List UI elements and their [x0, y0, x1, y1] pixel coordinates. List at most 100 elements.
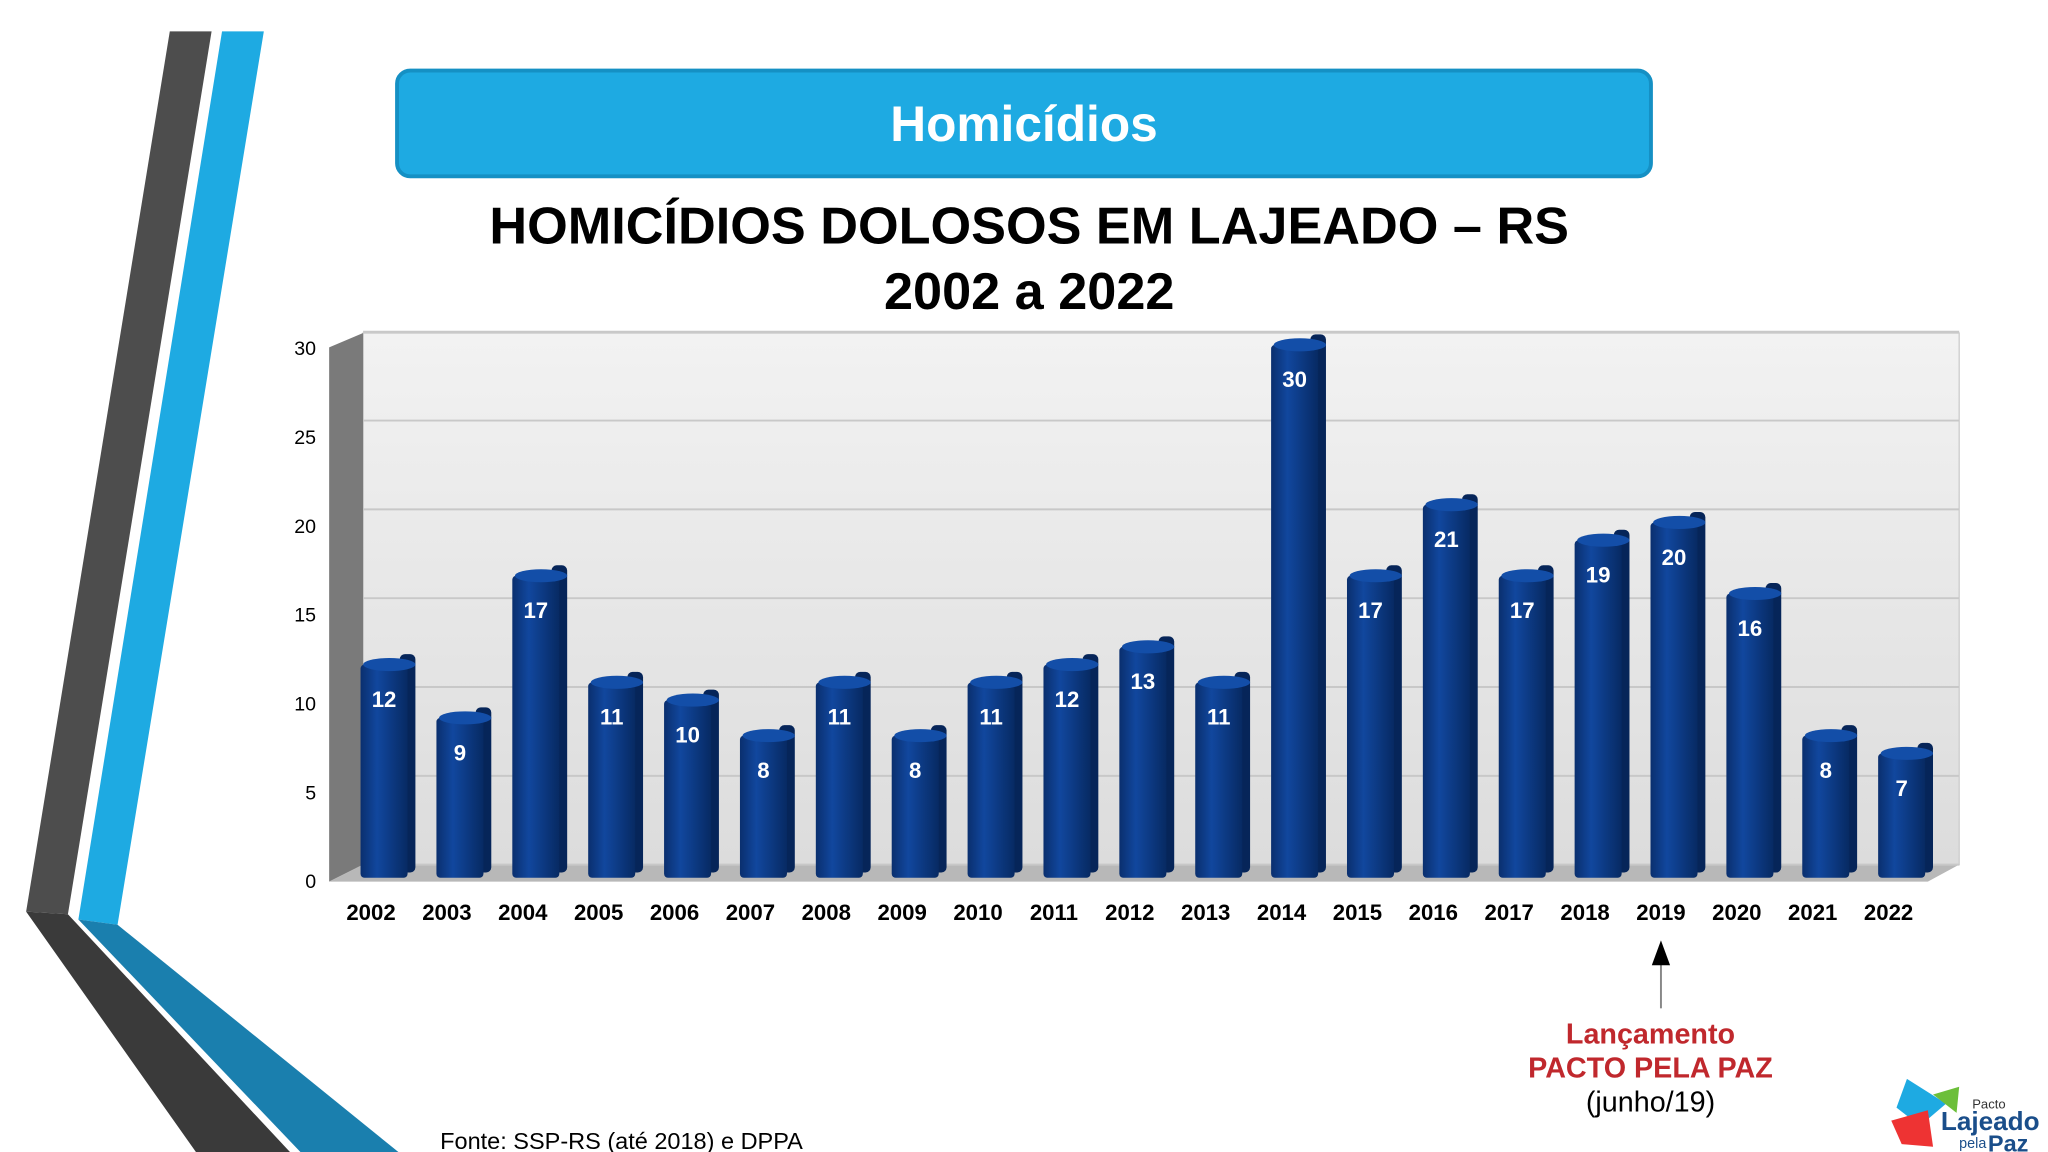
bar-cap: [742, 729, 795, 743]
y-tick-label: 30: [294, 338, 316, 360]
x-tick-label: 2006: [650, 900, 699, 925]
bar: [1346, 575, 1395, 878]
bar: [436, 717, 484, 878]
value-label: 11: [600, 705, 623, 730]
bar: [891, 735, 939, 878]
bar: [1195, 682, 1243, 878]
x-tick-label: 2013: [1181, 900, 1230, 925]
bar-cap: [970, 675, 1023, 689]
logo-text: Lajeado: [1941, 1106, 2040, 1136]
bar-cap: [1501, 569, 1554, 583]
bar: [1271, 344, 1319, 878]
bar-cap: [1880, 746, 1933, 760]
value-label: 19: [1586, 563, 1611, 588]
y-tick-label: 0: [305, 871, 316, 893]
logo-text: pela: [1959, 1136, 1986, 1152]
y-tick-label: 20: [294, 516, 316, 538]
value-label: 20: [1662, 545, 1687, 570]
bar: [739, 735, 787, 878]
value-label: 13: [1131, 669, 1156, 694]
bar-cap: [1197, 675, 1251, 689]
annotation-text: Lançamento: [1566, 1018, 1735, 1050]
value-label: 12: [1055, 687, 1080, 712]
bar: [588, 682, 636, 878]
bar-cap: [1577, 533, 1630, 547]
bar: [1043, 664, 1091, 878]
bar-cap: [439, 711, 492, 725]
x-tick-label: 2009: [877, 900, 926, 925]
bar: [967, 682, 1015, 878]
x-tick-label: 2015: [1333, 900, 1382, 925]
annotation-text: PACTO PELA PAZ: [1528, 1052, 1773, 1084]
source: Fonte: SSP-RS (até 2018) e DPPA: [440, 1128, 803, 1152]
value-label: 8: [909, 758, 921, 783]
bar-cap: [1273, 338, 1326, 352]
value-label: 17: [523, 598, 548, 623]
bar-cap: [1653, 515, 1706, 529]
y-tick-label: 15: [294, 605, 316, 627]
x-tick-label: 2010: [953, 900, 1002, 925]
y-tick-label: 25: [294, 427, 316, 449]
plot: 0 5 10 15 20 25 30 2002 12 2003 9 2004 17 2005 11 2006 1…: [294, 330, 1960, 1118]
bar-cap: [1121, 640, 1175, 654]
value-label: 17: [1358, 598, 1383, 623]
bar-cap: [590, 675, 644, 689]
value-label: 11: [1207, 705, 1230, 730]
x-tick-label: 2021: [1788, 900, 1837, 925]
bar-cap: [1804, 729, 1858, 743]
x-tick-label: 2017: [1485, 900, 1534, 925]
bar: [664, 700, 712, 878]
side-wall: [329, 333, 364, 882]
x-tick-label: 2011: [1030, 900, 1078, 925]
value-label: 8: [1820, 758, 1832, 783]
annotation-arrowhead: [1651, 940, 1671, 966]
value-label: 11: [828, 705, 851, 730]
x-tick-label: 2018: [1560, 900, 1609, 925]
x-tick-label: 2004: [498, 900, 548, 925]
value-label: 8: [757, 758, 769, 783]
bar: [512, 575, 560, 878]
logo-shape: [1896, 1078, 1947, 1126]
stripe: [78, 919, 399, 1152]
bar: [1422, 504, 1470, 878]
header-title: Homicídios: [890, 96, 1157, 152]
bar: [1802, 735, 1850, 878]
value-label: 30: [1282, 367, 1307, 392]
logo-text: Pacto: [1972, 1096, 2005, 1111]
value-label: 7: [1895, 776, 1907, 801]
value-label: 12: [372, 687, 397, 712]
bar-cap: [363, 658, 416, 672]
bar: [1878, 753, 1926, 878]
bar: [1650, 522, 1698, 878]
logo-text: Paz: [1988, 1131, 2029, 1152]
stripe: [26, 911, 290, 1152]
bar: [1726, 593, 1774, 878]
stripe: [26, 31, 212, 915]
bar: [815, 682, 863, 878]
stripe: [78, 31, 264, 925]
x-tick-label: 2002: [346, 900, 395, 925]
value-label: 10: [675, 723, 700, 748]
x-tick-label: 2005: [574, 900, 623, 925]
bar-cap: [666, 693, 719, 707]
x-tick-label: 2003: [422, 900, 471, 925]
logo-shape: [1891, 1110, 1934, 1147]
bar-cap: [1349, 569, 1402, 583]
logo-shape: [1933, 1086, 1960, 1113]
bar: [1574, 540, 1622, 878]
bar: [1498, 575, 1546, 878]
bar: [1119, 646, 1167, 878]
bar-cap: [1425, 498, 1478, 512]
bar-cap: [1046, 658, 1099, 672]
chart-subtitle: 2002 a 2022: [884, 263, 1174, 321]
x-tick-label: 2022: [1864, 900, 1913, 925]
x-tick-label: 2007: [726, 900, 775, 925]
bar-cap: [514, 569, 568, 583]
annotation-text: (junho/19): [1586, 1086, 1715, 1118]
x-tick-label: 2020: [1712, 900, 1761, 925]
value-label: 17: [1510, 598, 1535, 623]
x-tick-label: 2019: [1636, 900, 1685, 925]
x-tick-label: 2016: [1409, 900, 1458, 925]
